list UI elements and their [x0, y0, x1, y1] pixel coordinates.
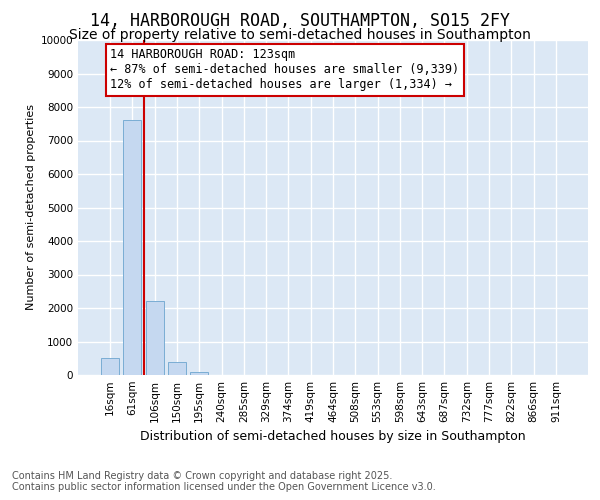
- Bar: [168, 362, 186, 375]
- Text: Size of property relative to semi-detached houses in Southampton: Size of property relative to semi-detach…: [69, 28, 531, 42]
- Y-axis label: Number of semi-detached properties: Number of semi-detached properties: [26, 104, 37, 310]
- Text: Contains HM Land Registry data © Crown copyright and database right 2025.
Contai: Contains HM Land Registry data © Crown c…: [12, 471, 436, 492]
- Bar: [146, 302, 164, 375]
- Bar: [190, 372, 208, 375]
- Text: 14, HARBOROUGH ROAD, SOUTHAMPTON, SO15 2FY: 14, HARBOROUGH ROAD, SOUTHAMPTON, SO15 2…: [90, 12, 510, 30]
- Bar: [124, 120, 142, 375]
- X-axis label: Distribution of semi-detached houses by size in Southampton: Distribution of semi-detached houses by …: [140, 430, 526, 444]
- Text: 14 HARBOROUGH ROAD: 123sqm
← 87% of semi-detached houses are smaller (9,339)
12%: 14 HARBOROUGH ROAD: 123sqm ← 87% of semi…: [110, 48, 460, 92]
- Bar: [101, 358, 119, 375]
